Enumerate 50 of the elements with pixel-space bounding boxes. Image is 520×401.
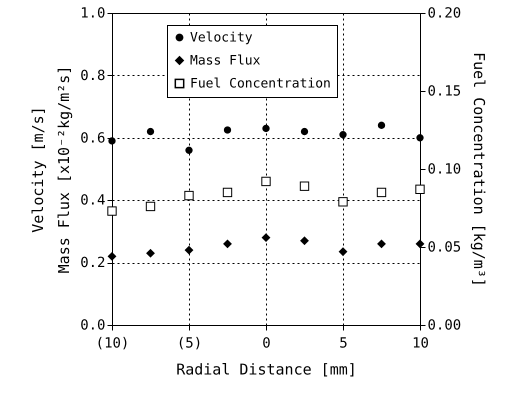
point (415, 184, 425, 194)
point (262, 124, 270, 132)
y-tick-label: 0.0 (80, 318, 106, 334)
point (224, 126, 232, 134)
point (184, 190, 194, 200)
x-tick-label: (10) (96, 336, 130, 352)
point (107, 206, 117, 216)
legend-label: Mass Flux (190, 54, 261, 68)
y-tick-label: 0.8 (80, 68, 106, 84)
point (146, 202, 156, 212)
point (338, 197, 348, 206)
point (338, 247, 348, 256)
point (339, 131, 347, 138)
point (377, 240, 386, 248)
point (262, 233, 270, 242)
y-tick-label: 0.6 (80, 130, 106, 146)
point (300, 236, 309, 245)
x-tick-label: 10 (412, 336, 429, 352)
point (108, 137, 116, 145)
x-tick-label: (5) (176, 336, 202, 352)
y-tick-label: 0.4 (80, 192, 106, 209)
legend-label: Fuel Concentration (190, 76, 331, 92)
point (108, 252, 116, 261)
point (376, 188, 386, 198)
text: Mass Flux [x10⁻²kg/m²s] (55, 66, 74, 274)
y2-tick-label: 0.10 (428, 162, 462, 178)
point (300, 181, 310, 191)
y2-axis-title: Fuel Concentration [kg/m³] (470, 52, 488, 287)
point (416, 240, 424, 248)
y-tick-label: 1.0 (80, 6, 106, 22)
y-tick-label: 0.2 (80, 255, 106, 272)
point (146, 249, 155, 258)
y2-tick-label: 0.00 (428, 318, 462, 334)
point (261, 176, 271, 186)
point (146, 128, 154, 136)
point (378, 122, 386, 129)
x-axis-title: Radial Distance [mm] (176, 360, 357, 378)
point (300, 128, 308, 136)
point (416, 134, 424, 142)
text: Velocity [m/s] (29, 106, 48, 233)
y2-tick-label: 0.05 (428, 240, 462, 256)
y2-tick-label: 0.15 (428, 84, 462, 100)
x-tick-label: 0 (262, 336, 271, 352)
x-tick-label: 5 (339, 336, 348, 352)
y2-tick-label: 0.20 (428, 6, 462, 22)
point (223, 240, 232, 248)
legend-label: Velocity (190, 30, 253, 46)
point (222, 188, 232, 198)
point (185, 146, 193, 154)
point (184, 246, 194, 254)
